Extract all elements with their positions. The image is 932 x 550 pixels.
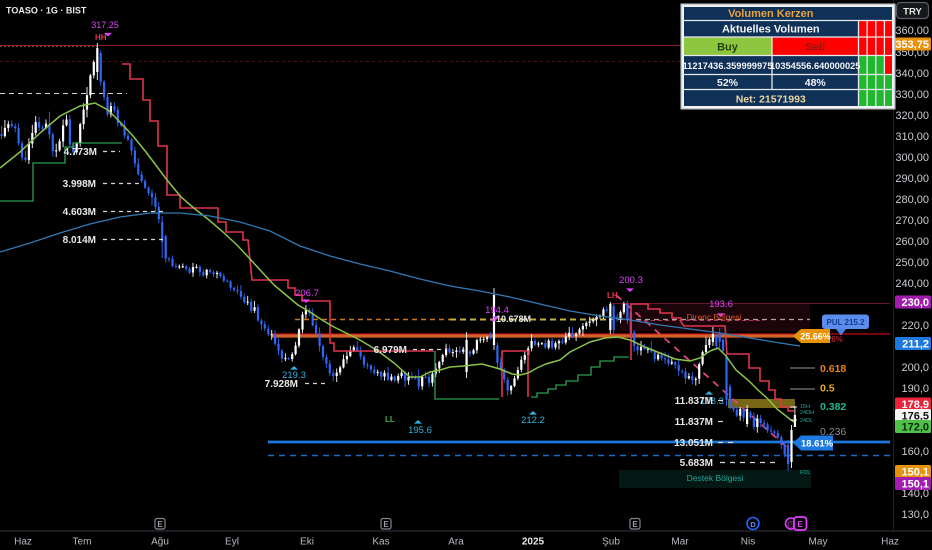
svg-text:360,00: 360,00: [895, 25, 929, 37]
svg-text:E: E: [157, 520, 163, 529]
svg-text:24DL: 24DL: [800, 418, 813, 424]
svg-text:Eki: Eki: [300, 537, 314, 548]
svg-text:250,00: 250,00: [895, 257, 929, 269]
svg-text:Haz: Haz: [881, 537, 899, 548]
svg-text:TRY: TRY: [903, 7, 922, 18]
svg-text:0.236: 0.236: [820, 426, 846, 438]
svg-text:7.928M: 7.928M: [265, 379, 298, 390]
svg-text:E: E: [383, 520, 389, 529]
svg-text:178.3: 178.3: [700, 396, 724, 407]
svg-text:194.4: 194.4: [485, 305, 509, 316]
svg-text:11217436.359999975: 11217436.359999975: [683, 61, 773, 71]
svg-text:211,2: 211,2: [902, 339, 929, 351]
svg-text:15H: 15H: [800, 404, 810, 410]
svg-text:Nis: Nis: [741, 537, 755, 548]
svg-text:160,0: 160,0: [901, 446, 929, 458]
svg-text:52%: 52%: [717, 77, 739, 89]
svg-text:330,00: 330,00: [895, 89, 929, 101]
svg-text:150,1: 150,1: [901, 479, 929, 491]
svg-text:Buy: Buy: [717, 42, 739, 54]
svg-text:◷: ◷: [788, 520, 795, 529]
svg-text:6%: 6%: [831, 335, 843, 344]
svg-text:E: E: [797, 519, 803, 529]
svg-text:Direnç Bölgesi: Direnç Bölgesi: [687, 312, 742, 322]
svg-text:LL: LL: [385, 415, 395, 424]
svg-text:140,0: 140,0: [901, 488, 929, 500]
svg-text:200,0: 200,0: [901, 362, 929, 374]
svg-text:Ara: Ara: [448, 537, 464, 548]
svg-text:0.5: 0.5: [820, 383, 835, 395]
svg-text:5.683M: 5.683M: [680, 458, 713, 469]
svg-text:212.2: 212.2: [521, 415, 545, 426]
svg-text:190,0: 190,0: [901, 383, 929, 395]
svg-text:24DH: 24DH: [800, 410, 814, 416]
svg-text:10354556.640000025: 10354556.640000025: [770, 61, 860, 71]
svg-text:May: May: [809, 537, 828, 548]
svg-text:Eyl: Eyl: [225, 537, 239, 548]
svg-text:Net: 21571993: Net: 21571993: [736, 94, 806, 106]
svg-text:240,00: 240,00: [895, 278, 929, 290]
svg-text:13.051M: 13.051M: [674, 438, 713, 449]
svg-text:Volumen Kerzen: Volumen Kerzen: [728, 8, 814, 20]
svg-text:48%: 48%: [805, 77, 827, 89]
svg-text:Kas: Kas: [372, 537, 389, 548]
svg-text:0.382: 0.382: [820, 401, 846, 413]
svg-text:PUL 215.2: PUL 215.2: [826, 318, 865, 327]
svg-text:3.998M: 3.998M: [63, 179, 96, 190]
svg-text:176,5: 176,5: [901, 411, 929, 423]
svg-text:4.603M: 4.603M: [63, 207, 96, 218]
svg-text:8.014M: 8.014M: [63, 235, 96, 246]
svg-text:230,0: 230,0: [901, 297, 929, 309]
svg-text:TOASO · 1G · BIST: TOASO · 1G · BIST: [6, 6, 87, 16]
svg-text:280,00: 280,00: [895, 194, 929, 206]
svg-text:FDL: FDL: [800, 470, 810, 476]
svg-text:220,0: 220,0: [901, 320, 929, 332]
svg-text:10.678M: 10.678M: [496, 314, 531, 324]
svg-text:150,1: 150,1: [901, 467, 929, 479]
svg-text:E: E: [632, 520, 638, 529]
svg-text:4.773M: 4.773M: [64, 147, 97, 158]
svg-text:11.837M: 11.837M: [675, 417, 713, 428]
svg-text:200.3: 200.3: [619, 275, 643, 286]
svg-text:18.61%: 18.61%: [801, 439, 834, 450]
svg-text:Aktuelles Volumen: Aktuelles Volumen: [722, 24, 820, 36]
svg-text:260,00: 260,00: [895, 236, 929, 248]
svg-text:Tem: Tem: [73, 537, 92, 548]
svg-text:193.6: 193.6: [709, 299, 733, 310]
svg-text:300,00: 300,00: [895, 152, 929, 164]
svg-text:25.66%: 25.66%: [800, 332, 831, 342]
svg-text:320,00: 320,00: [895, 110, 929, 122]
svg-text:340,00: 340,00: [895, 68, 929, 80]
svg-text:Destek Bölgesi: Destek Bölgesi: [687, 473, 744, 483]
svg-text:0.618: 0.618: [820, 363, 846, 375]
svg-text:Şub: Şub: [602, 537, 620, 548]
svg-text:310,00: 310,00: [895, 131, 929, 143]
svg-text:172,0: 172,0: [901, 422, 929, 434]
svg-text:290,00: 290,00: [895, 173, 929, 185]
svg-text:HH: HH: [95, 33, 107, 42]
svg-text:Sell: Sell: [805, 42, 825, 54]
svg-text:Ağu: Ağu: [151, 537, 169, 548]
svg-text:Haz: Haz: [14, 537, 32, 548]
svg-text:D: D: [750, 520, 756, 529]
svg-text:LH: LH: [607, 291, 618, 300]
svg-text:130,0: 130,0: [901, 509, 929, 521]
svg-text:317.25: 317.25: [91, 20, 119, 30]
svg-text:11.837M: 11.837M: [675, 396, 713, 407]
svg-text:353,75: 353,75: [895, 39, 929, 51]
svg-text:Mar: Mar: [671, 537, 689, 548]
svg-text:195.6: 195.6: [408, 425, 432, 436]
svg-text:178,9: 178,9: [901, 399, 929, 411]
svg-text:219.3: 219.3: [282, 370, 306, 381]
svg-text:270,00: 270,00: [895, 215, 929, 227]
svg-text:2025: 2025: [522, 537, 545, 548]
svg-text:6.979M: 6.979M: [374, 345, 407, 356]
svg-text:206.7: 206.7: [295, 288, 319, 299]
